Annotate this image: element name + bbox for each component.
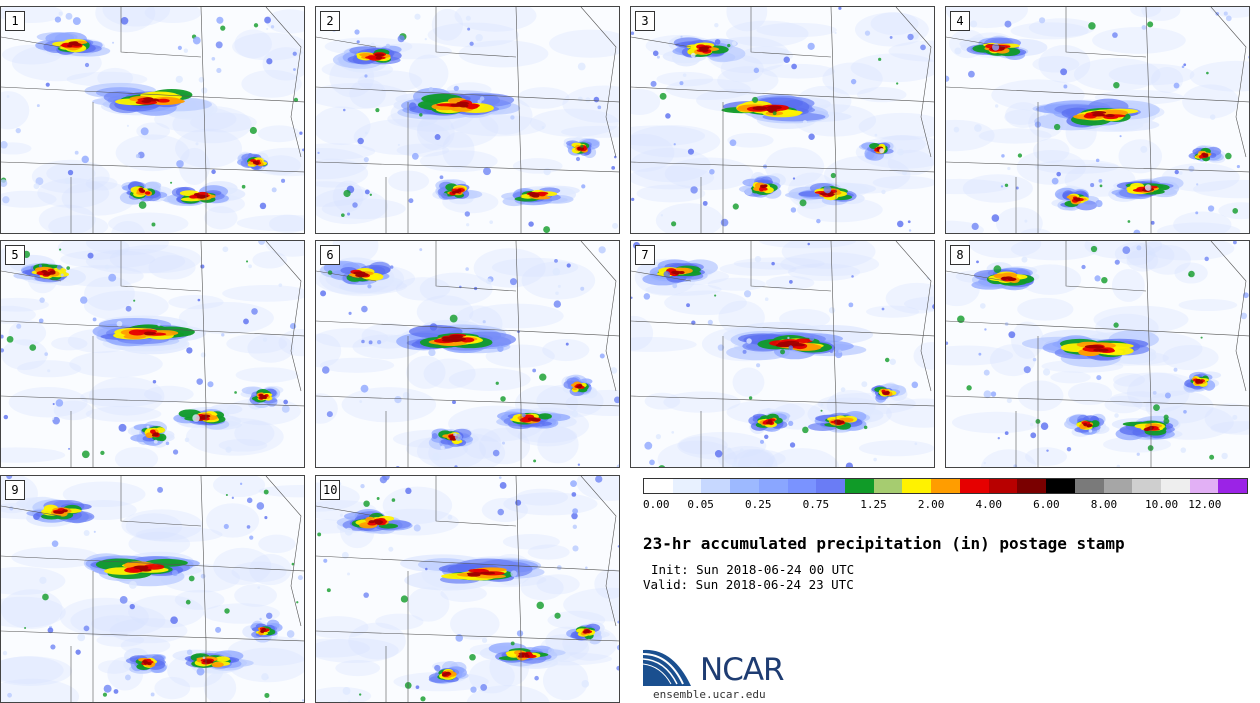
chart-title: 23-hr accumulated precipitation (in) pos… bbox=[643, 534, 1125, 553]
colorbar-tick-label: 6.00 bbox=[1033, 498, 1060, 511]
colorbar-swatch bbox=[1103, 479, 1133, 493]
ncar-logo-icon bbox=[643, 649, 691, 686]
member-panel: 10 bbox=[315, 475, 620, 703]
member-panel: 9 bbox=[0, 475, 305, 703]
valid-time: Valid: Sun 2018-06-24 23 UTC bbox=[643, 577, 854, 592]
member-panel: 3 bbox=[630, 6, 935, 234]
colorbar-tick-label: 4.00 bbox=[975, 498, 1002, 511]
member-panel: 5 bbox=[0, 240, 305, 468]
colorbar-swatch bbox=[758, 479, 788, 493]
colorbar-swatch bbox=[931, 479, 960, 493]
colorbar-tick-label: 1.25 bbox=[860, 498, 887, 511]
colorbar-swatch bbox=[959, 479, 989, 493]
member-panel: 1 bbox=[0, 6, 305, 234]
member-panel: 2 bbox=[315, 6, 620, 234]
precip-map bbox=[316, 7, 619, 233]
precip-map bbox=[631, 7, 934, 233]
colorbar-swatch bbox=[816, 479, 846, 493]
panel-number: 9 bbox=[5, 480, 25, 500]
precip-colorbar bbox=[643, 478, 1248, 494]
panel-number: 4 bbox=[950, 11, 970, 31]
colorbar-swatch bbox=[1189, 479, 1219, 493]
precip-map bbox=[1, 7, 304, 233]
colorbar-swatch bbox=[873, 479, 903, 493]
colorbar-tick-label: 8.00 bbox=[1090, 498, 1118, 511]
precip-map bbox=[1, 476, 304, 702]
colorbar-tick-label: 0.00 bbox=[643, 498, 670, 511]
colorbar-tick-label: 10.00 bbox=[1145, 498, 1179, 511]
precip-map bbox=[946, 7, 1249, 233]
colorbar-swatch bbox=[730, 479, 759, 493]
colorbar-labels: 0.00 0.05 0.25 0.75 1.25 2.00 4.00 6.00 8.00 10.0… bbox=[643, 498, 1248, 512]
member-panel: 8 bbox=[945, 240, 1250, 468]
colorbar-swatch bbox=[1132, 479, 1161, 493]
colorbar-swatch bbox=[672, 479, 702, 493]
colorbar-swatch bbox=[988, 479, 1018, 493]
colorbar-tick-label: 0.05 bbox=[687, 498, 714, 511]
colorbar-swatch bbox=[644, 479, 673, 493]
panel-number: 3 bbox=[635, 11, 655, 31]
panel-number: 6 bbox=[320, 245, 340, 265]
panel-number: 2 bbox=[320, 11, 340, 31]
colorbar-swatch bbox=[701, 479, 731, 493]
precip-map bbox=[1, 241, 304, 467]
colorbar-tick-label: 2.00 bbox=[917, 498, 945, 511]
colorbar-swatch bbox=[845, 479, 874, 493]
member-panel: 7 bbox=[630, 240, 935, 468]
panel-number: 8 bbox=[950, 245, 970, 265]
precip-map bbox=[946, 241, 1249, 467]
colorbar-swatch bbox=[1017, 479, 1047, 493]
colorbar-tick-label: 12.00 bbox=[1188, 498, 1222, 511]
member-panel: 6 bbox=[315, 240, 620, 468]
init-time: Init: Sun 2018-06-24 00 UTC bbox=[651, 562, 855, 577]
ensemble-url[interactable]: ensemble.ucar.edu bbox=[653, 688, 766, 701]
colorbar-swatch bbox=[902, 479, 932, 493]
panel-number: 1 bbox=[5, 11, 25, 31]
colorbar-tick-label: 0.25 bbox=[744, 498, 772, 511]
precip-map bbox=[316, 476, 619, 702]
panel-number: 10 bbox=[320, 480, 341, 500]
precip-map bbox=[316, 241, 619, 467]
ncar-logo-text: NCAR bbox=[700, 652, 785, 688]
panel-number: 5 bbox=[5, 245, 25, 265]
colorbar-swatch bbox=[1160, 479, 1190, 493]
colorbar-tick-label: 0.75 bbox=[802, 498, 830, 511]
panel-number: 7 bbox=[635, 245, 655, 265]
member-panel: 4 bbox=[945, 6, 1250, 234]
colorbar-swatch bbox=[1046, 479, 1075, 493]
colorbar-swatch bbox=[1218, 479, 1248, 493]
colorbar-swatch bbox=[787, 479, 817, 493]
precip-map bbox=[631, 241, 934, 467]
colorbar-swatch bbox=[1074, 479, 1104, 493]
